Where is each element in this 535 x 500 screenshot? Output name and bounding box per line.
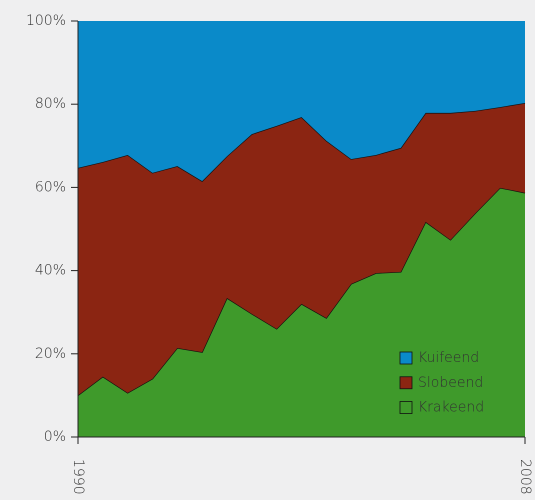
legend-swatch [399,401,413,414]
area [78,102,525,396]
y-tick-label: 40% [35,263,66,279]
y-tick-label: 20% [35,346,66,362]
x-tick-label: 2008 [517,459,533,495]
area [78,187,525,437]
legend-label: Slobeend [418,375,483,391]
legend-swatch [399,376,413,390]
x-tick-label: 1990 [70,459,86,495]
y-tick-label: 80% [35,96,66,112]
legend-label: Kuifeend [418,350,479,366]
area [78,21,525,182]
y-tick-label: 60% [35,179,66,195]
y-tick-label: 100% [26,13,66,29]
y-tick-label: 0% [44,429,66,445]
legend-swatch [399,351,413,365]
legend-label: Krakeend [418,400,484,416]
